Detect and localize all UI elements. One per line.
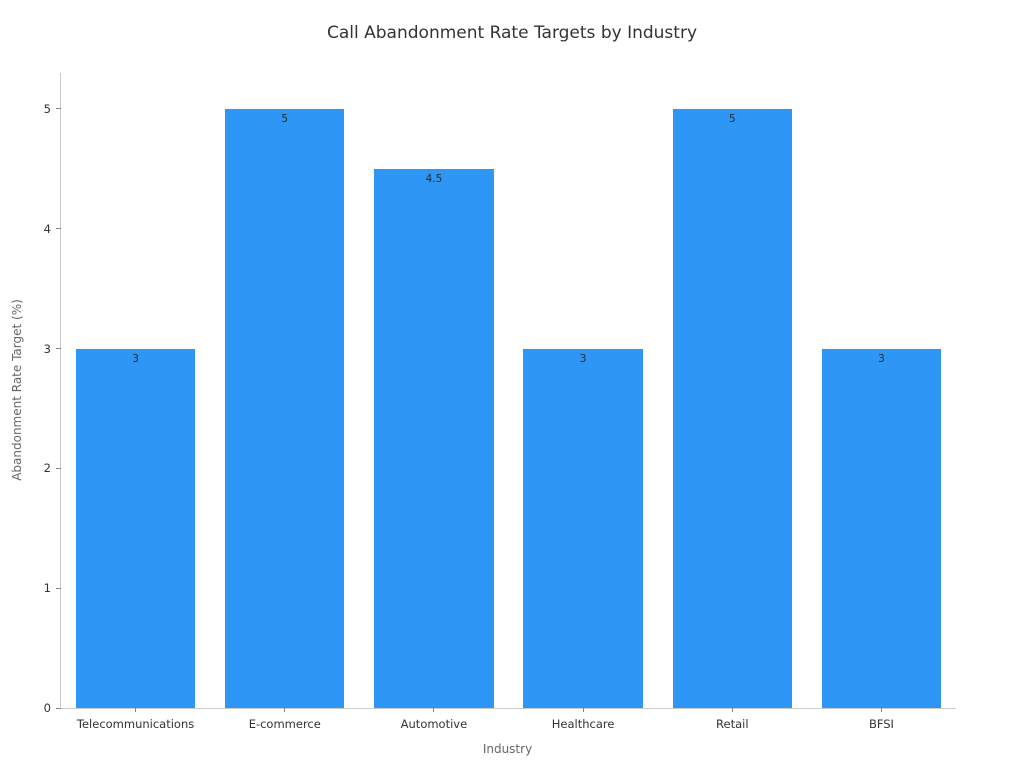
bar: 5 (225, 108, 345, 708)
x-tick: Retail (658, 708, 807, 731)
x-tick: Telecommunications (61, 708, 210, 731)
x-category-label: Telecommunications (76, 717, 195, 731)
y-tick: 3 (44, 342, 61, 356)
y-tick: 4 (44, 222, 61, 236)
bar-value-label: 4.5 (425, 172, 443, 185)
y-axis-label: Abandonment Rate Target (%) (10, 299, 24, 481)
y-tick-mark (56, 108, 61, 110)
bar-slot: 3 (509, 73, 658, 708)
bar-slot: 3 (807, 73, 956, 708)
x-category-label: E-commerce (248, 717, 321, 731)
bar-slot: 3 (61, 73, 210, 708)
bar-value-label: 3 (878, 352, 885, 365)
y-tick: 2 (44, 461, 61, 475)
x-tick-mark (284, 708, 286, 712)
x-category-label: Retail (716, 717, 749, 731)
y-tick-mark (56, 348, 61, 350)
x-category-label: BFSI (868, 717, 894, 731)
y-tick-label: 4 (43, 221, 51, 236)
bar: 3 (821, 348, 942, 708)
y-tick-mark (56, 707, 61, 709)
bar-value-label: 3 (579, 352, 587, 365)
bar-value-label: 5 (281, 112, 289, 125)
bar: 4.5 (374, 168, 494, 708)
y-tick: 5 (44, 102, 61, 116)
y-tick-mark (56, 467, 61, 469)
bar-slot: 4.5 (359, 73, 508, 708)
bar-series: 3 5 4.5 3 5 3 (61, 73, 956, 708)
y-tick: 1 (44, 581, 61, 595)
bar-value-label: 3 (132, 352, 139, 365)
x-tick-mark (135, 708, 137, 712)
bar-value-label: 5 (728, 112, 736, 125)
x-tick-mark (880, 708, 882, 712)
bar-slot: 5 (210, 73, 359, 708)
chart-title: Call Abandonment Rate Targets by Industr… (327, 23, 697, 43)
y-tick-mark (56, 228, 61, 230)
x-axis-ticks: Telecommunications E-commerce Automotive He… (61, 708, 956, 731)
y-tick-label: 3 (43, 341, 51, 356)
x-tick-mark (731, 708, 733, 712)
y-tick-label: 2 (43, 461, 51, 476)
plot-area: 0 1 2 3 4 5 3 5 4.5 3 5 3 Telecommunications E-comm… (44, 73, 956, 731)
bar-slot: 5 (658, 73, 807, 708)
x-tick: BFSI (807, 708, 956, 731)
bar: 3 (523, 348, 643, 708)
x-tick: Automotive (359, 708, 508, 731)
bar: 3 (75, 348, 196, 708)
x-axis-label: Industry (482, 742, 533, 756)
x-tick-mark (433, 708, 435, 712)
y-tick-label: 0 (43, 701, 51, 715)
bar: 5 (672, 108, 792, 708)
x-category-label: Automotive (400, 717, 468, 731)
x-tick-mark (582, 708, 584, 712)
y-tick-mark (56, 587, 61, 589)
x-tick: E-commerce (210, 708, 359, 731)
x-category-label: Healthcare (551, 717, 615, 731)
y-tick-label: 1 (43, 581, 51, 596)
y-tick-label: 5 (43, 101, 51, 116)
y-tick: 0 (44, 701, 61, 715)
x-tick: Healthcare (509, 708, 658, 731)
